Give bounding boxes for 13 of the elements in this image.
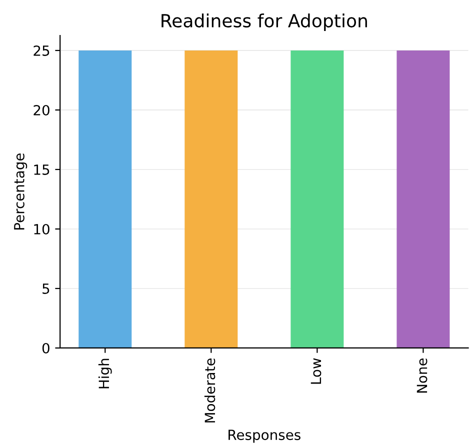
x-tick-label: Moderate (204, 358, 216, 422)
y-tick-label: 10 (34, 224, 50, 234)
chart-title: Readiness for Adoption (162, 14, 367, 32)
y-tick-label: 0 (42, 342, 50, 354)
y-tick-label: 15 (34, 164, 50, 175)
x-tick-label: Low (310, 358, 322, 384)
y-tick-label: 25 (34, 45, 50, 56)
y-axis-title: Percentage (14, 153, 28, 230)
y-tick-label: 20 (34, 104, 50, 116)
x-tick-label: None (416, 358, 428, 393)
x-axis-title: Responses (228, 430, 300, 443)
x-tick-label: High (98, 358, 112, 388)
y-tick-label: 5 (42, 284, 50, 294)
